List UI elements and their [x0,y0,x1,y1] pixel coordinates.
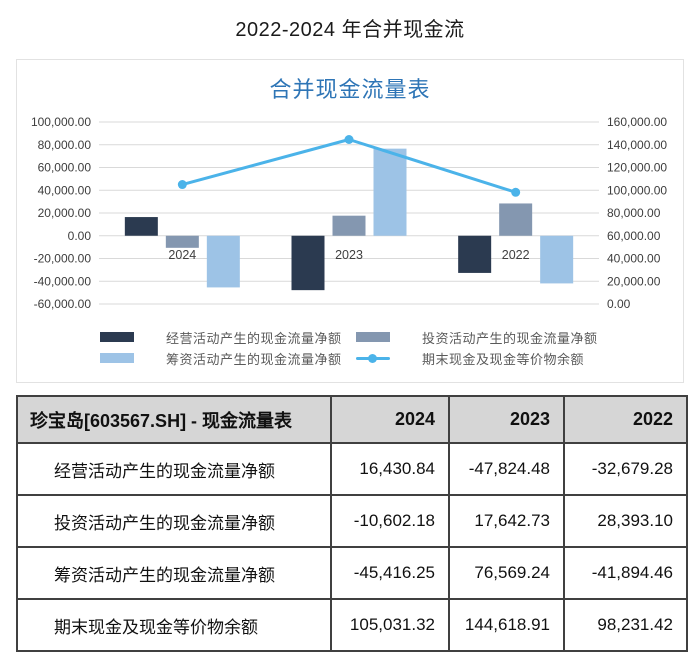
bar-financing-2023 [373,148,407,236]
bar-investing-2023 [332,215,366,236]
category-label: 2024 [168,248,196,262]
legend-dot-icon [368,353,377,363]
chart-title: 合并现金流量表 [269,77,431,102]
right-axis-tick-label: 0.00 [607,297,631,311]
column-header-2024: 2024 [330,395,450,444]
right-axis-tick-label: 100,000.00 [607,183,667,197]
operating-2022-value: -32,679.28 [563,442,688,496]
left-axis-tick-label: -20,000.00 [34,252,92,266]
table-row: 筹资活动产生的现金流量净额 -45,416.25 76,569.24 -41,8… [16,546,688,600]
table-title: 珍宝岛[603567.SH] - 现金流量表 [16,395,332,444]
legend-item-operating[interactable]: 经营活动产生的现金流量净额 [100,331,342,346]
line-marker-2022 [511,187,521,197]
investing-2024-value: -10,602.18 [330,494,450,548]
cash-flow-table: 珍宝岛[603567.SH] - 现金流量表 2024 2023 2022 经营… [16,395,688,652]
investing-2023-value: 17,642.73 [448,494,565,548]
left-axis-tick-label: 60,000.00 [38,161,92,175]
bar-operating-2023 [291,235,325,291]
row-label-financing: 筹资活动产生的现金流量净额 [16,546,332,600]
legend-item-ending-cash[interactable]: 期末现金及现金等价物余额 [356,352,584,367]
left-axis-tick-label: 80,000.00 [38,138,92,152]
left-axis-tick-label: -60,000.00 [34,297,92,311]
financing-2024-value: -45,416.25 [330,546,450,600]
ending-cash-line-marker [356,353,390,363]
legend-label-ending-cash: 期末现金及现金等价物余额 [422,351,585,367]
row-label-investing: 投资活动产生的现金流量净额 [16,494,332,548]
right-axis-tick-label: 80,000.00 [607,206,661,220]
right-axis-tick-label: 120,000.00 [607,161,667,175]
category-label: 2022 [502,248,530,262]
right-axis-tick-label: 140,000.00 [607,138,667,152]
bar-operating-2024 [124,217,158,236]
left-axis-tick-label: 0.00 [68,229,92,243]
ending-cash-2023-value: 144,618.91 [448,598,565,652]
operating-2023-value: -47,824.48 [448,442,565,496]
bar-investing-2024 [165,235,199,248]
operating-2024-value: 16,430.84 [330,442,450,496]
chart-card: 100,000.00 160,000.00 80,000.00 140,000.00 6… [16,59,684,383]
line-marker-2024 [177,180,187,190]
right-axis-tick-label: 20,000.00 [607,274,661,288]
bar-operating-2022 [458,235,492,273]
ending-cash-2022-value: 98,231.42 [563,598,688,652]
table-row: 期末现金及现金等价物余额 105,031.32 144,618.91 98,23… [16,598,688,652]
legend-label-investing: 投资活动产生的现金流量净额 [422,330,598,346]
row-label-ending-cash: 期末现金及现金等价物余额 [16,598,332,652]
left-axis-tick-label: 20,000.00 [38,206,92,220]
financing-2022-value: -41,894.46 [563,546,688,600]
bar-financing-2022 [540,235,574,284]
ending-cash-2024-value: 105,031.32 [330,598,450,652]
bar-financing-2024 [206,235,240,288]
legend-item-financing[interactable]: 筹资活动产生的现金流量净额 [100,352,342,367]
right-axis-tick-label: 40,000.00 [607,252,661,266]
cash-flow-combo-chart: 100,000.00 160,000.00 80,000.00 140,000.00 6… [31,115,667,311]
table-header-row: 珍宝岛[603567.SH] - 现金流量表 2024 2023 2022 [16,395,688,444]
table-row: 经营活动产生的现金流量净额 16,430.84 -47,824.48 -32,6… [16,442,688,496]
legend-item-investing[interactable]: 投资活动产生的现金流量净额 [356,331,598,346]
legend-label-financing: 筹资活动产生的现金流量净额 [166,351,342,367]
legend-label-operating: 经营活动产生的现金流量净额 [166,330,342,346]
page-title: 2022-2024 年合并现金流 [235,19,465,41]
investing-2022-value: 28,393.10 [563,494,688,548]
left-axis-tick-label: 40,000.00 [38,183,92,197]
ending-cash-line [180,137,518,194]
bar-investing-2022 [499,203,533,236]
column-header-2023: 2023 [448,395,565,444]
right-axis-tick-label: 160,000.00 [607,115,667,129]
operating-series-swatch [100,332,134,342]
left-axis-tick-label: -40,000.00 [34,274,92,288]
line-marker-2023 [344,134,354,144]
category-label: 2023 [335,248,363,262]
investing-series-swatch [356,332,390,342]
row-label-operating: 经营活动产生的现金流量净额 [16,442,332,496]
column-header-2022: 2022 [563,395,688,444]
right-axis-tick-label: 60,000.00 [607,229,661,243]
financing-series-swatch [100,353,134,363]
financing-2023-value: 76,569.24 [448,546,565,600]
table-row: 投资活动产生的现金流量净额 -10,602.18 17,642.73 28,39… [16,494,688,548]
left-axis-tick-label: 100,000.00 [31,115,91,129]
